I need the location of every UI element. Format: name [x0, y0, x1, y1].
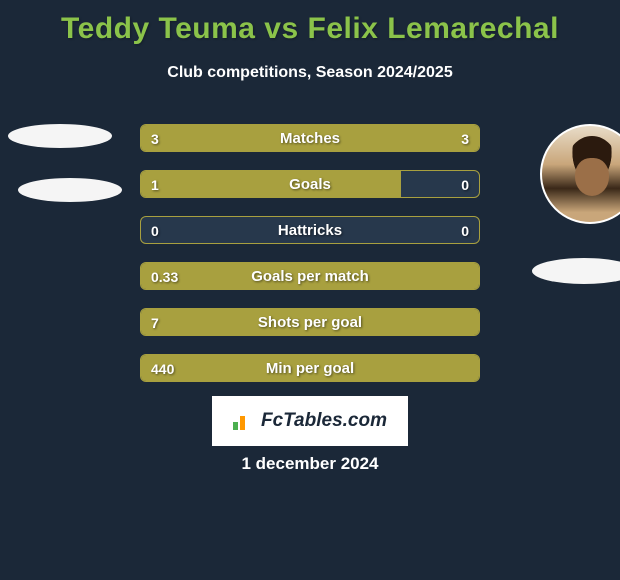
stat-label: Shots per goal — [141, 309, 479, 336]
page-title: Teddy Teuma vs Felix Lemarechal — [0, 0, 620, 46]
stat-value-right: 3 — [461, 125, 469, 152]
brand-logo: FcTables.com — [233, 410, 387, 432]
stat-bar: Shots per goal7 — [140, 308, 480, 336]
stat-label: Goals — [141, 171, 479, 198]
stat-value-right: 0 — [461, 171, 469, 198]
subtitle: Club competitions, Season 2024/2025 — [0, 64, 620, 82]
bars-icon — [233, 412, 257, 430]
brand-text: FcTables.com — [261, 410, 387, 431]
stat-row: Min per goal440 — [0, 354, 620, 382]
stat-label: Min per goal — [141, 355, 479, 382]
stat-value-left: 0.33 — [151, 263, 178, 290]
date-label: 1 december 2024 — [0, 454, 620, 474]
stat-row: Hattricks0 0 — [0, 216, 620, 244]
stat-label: Hattricks — [141, 217, 479, 244]
stat-value-left: 1 — [151, 171, 159, 198]
stat-bar: Min per goal440 — [140, 354, 480, 382]
comparison-card: Teddy Teuma vs Felix Lemarechal Club com… — [0, 0, 620, 580]
stat-bar: Goals1 0 — [140, 170, 480, 198]
brand-badge[interactable]: FcTables.com — [212, 396, 408, 446]
stat-bar: Goals per match0.33 — [140, 262, 480, 290]
stat-row: Matches3 3 — [0, 124, 620, 152]
stat-bar: Matches3 3 — [140, 124, 480, 152]
stat-value-left: 0 — [151, 217, 159, 244]
stat-label: Matches — [141, 125, 479, 152]
stat-row: Goals1 0 — [0, 170, 620, 198]
stat-value-left: 440 — [151, 355, 174, 382]
stat-value-right: 0 — [461, 217, 469, 244]
stat-value-left: 7 — [151, 309, 159, 336]
stat-row: Shots per goal7 — [0, 308, 620, 336]
stat-bar: Hattricks0 0 — [140, 216, 480, 244]
stat-row: Goals per match0.33 — [0, 262, 620, 290]
stat-value-left: 3 — [151, 125, 159, 152]
stat-label: Goals per match — [141, 263, 479, 290]
stats-area: Matches33Goals10Hattricks00Goals per mat… — [0, 124, 620, 400]
